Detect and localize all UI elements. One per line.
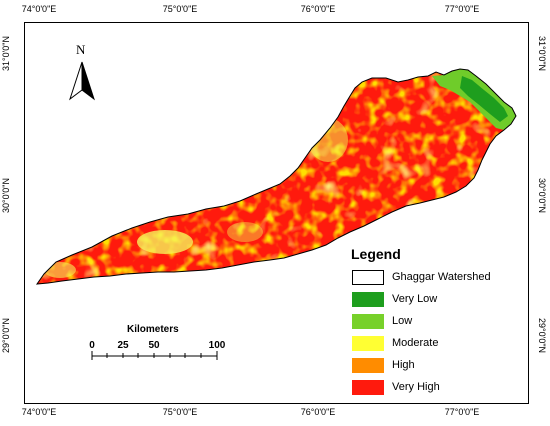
legend-label: Moderate	[392, 337, 439, 349]
watershed-boundary	[35, 68, 517, 285]
ghaggar-watershed-raster	[37, 69, 516, 284]
right-tick-30n: 30°0'0"N	[537, 178, 547, 214]
legend-swatch	[352, 358, 384, 373]
scalebar-label-100: 100	[208, 340, 226, 351]
north-arrow-icon	[69, 61, 95, 101]
bottom-tick-75e: 75°0'0"E	[162, 407, 198, 417]
legend-label: Ghaggar Watershed	[392, 271, 491, 283]
legend-label: Very Low	[392, 293, 438, 305]
bottom-tick-77e: 77°0'0"E	[444, 407, 480, 417]
legend-title: Legend	[351, 246, 401, 262]
legend-swatch	[352, 270, 384, 285]
scalebar-title: Kilometers	[127, 324, 179, 335]
legend-label: High	[392, 359, 415, 371]
scalebar-label-50: 50	[148, 340, 160, 351]
scale-bar	[91, 351, 218, 360]
bottom-tick-76e: 76°0'0"E	[300, 407, 336, 417]
legend-label: Low	[392, 315, 413, 327]
top-tick-74e: 74°0'0"E	[21, 4, 57, 14]
north-label: N	[76, 42, 86, 57]
bottom-tick-74e: 74°0'0"E	[21, 407, 57, 417]
scalebar-label-25: 25	[117, 340, 129, 351]
top-tick-77e: 77°0'0"E	[444, 4, 480, 14]
top-tick-76e: 76°0'0"E	[300, 4, 336, 14]
legend-label: Very High	[392, 381, 440, 393]
right-tick-29n: 29°0'0"N	[537, 318, 547, 354]
legend-swatch	[352, 314, 384, 329]
scalebar-label-0: 0	[89, 340, 95, 351]
legend-swatch	[352, 336, 384, 351]
right-tick-31n: 31°0'0"N	[537, 36, 547, 72]
legend-swatch	[352, 292, 384, 307]
top-tick-75e: 75°0'0"E	[162, 4, 198, 14]
legend-swatch	[352, 380, 384, 395]
